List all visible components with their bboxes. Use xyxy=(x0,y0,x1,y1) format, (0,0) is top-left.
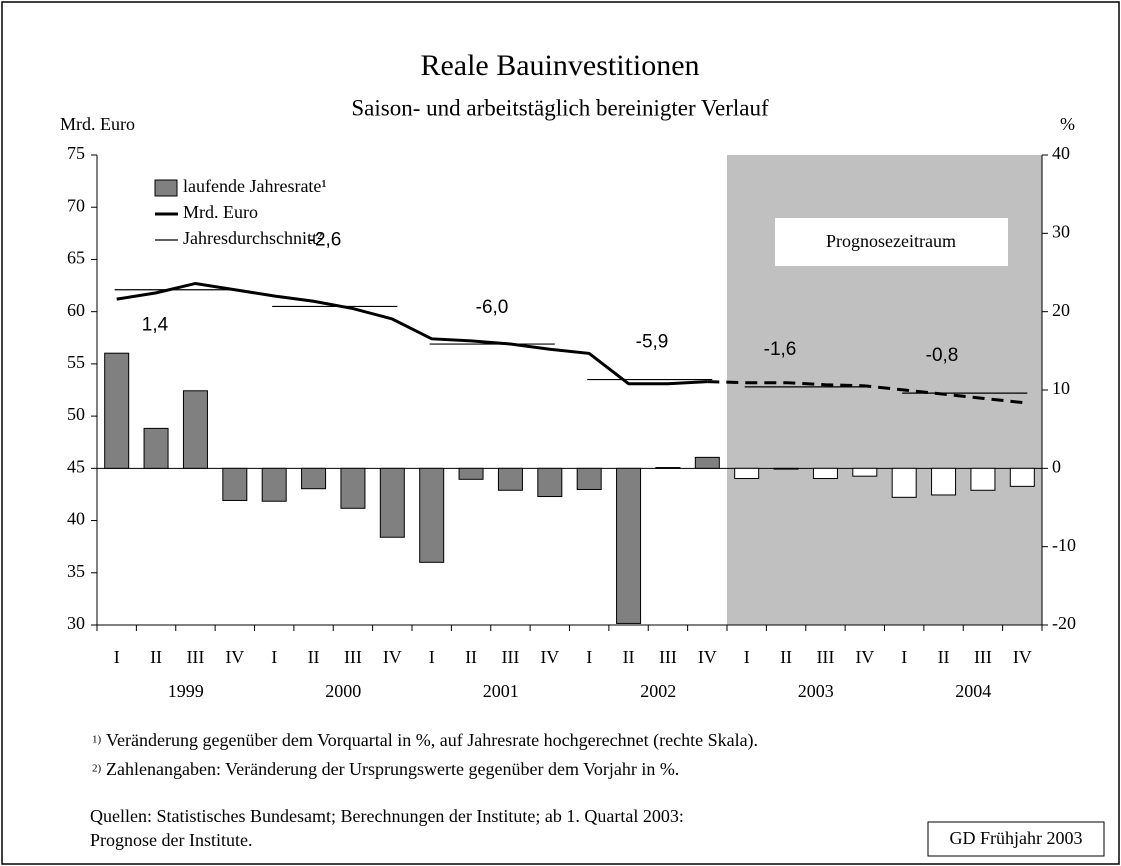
bar xyxy=(576,467,602,490)
x-tick-label: I xyxy=(901,647,907,667)
bar xyxy=(852,467,878,477)
legend-label: laufende Jahresrate¹ xyxy=(183,176,327,196)
y-tick-label: 35 xyxy=(67,561,85,581)
chart-title: Reale Bauinvestitionen xyxy=(420,49,699,82)
x-tick-label: III xyxy=(501,647,519,667)
bar xyxy=(891,467,917,498)
bar xyxy=(616,467,642,624)
x-tick-label: II xyxy=(780,647,792,667)
x-tick-label: III xyxy=(344,647,362,667)
source: Prognose der Institute. xyxy=(90,830,252,850)
badge-box xyxy=(927,821,1105,857)
bar xyxy=(419,467,445,563)
annual-change-label: -6,0 xyxy=(476,297,509,318)
year-label: 1999 xyxy=(168,681,204,701)
bar xyxy=(537,467,563,498)
bar xyxy=(734,467,760,480)
y-tick-label: 30 xyxy=(67,613,85,633)
x-tick-label: I xyxy=(271,647,277,667)
bar xyxy=(1009,467,1035,487)
y-tick-label: 75 xyxy=(67,143,85,163)
y2-tick-label: 10 xyxy=(1052,378,1070,398)
y-tick-label: 40 xyxy=(67,509,85,529)
y-axis-label: Mrd. Euro xyxy=(60,114,135,134)
x-tick-label: IV xyxy=(225,647,244,667)
bar xyxy=(340,467,366,509)
bar xyxy=(931,467,957,496)
x-tick-label: I xyxy=(114,647,120,667)
x-tick-label: IV xyxy=(1013,647,1032,667)
y-tick-label: 65 xyxy=(67,248,85,268)
annual-change-label: 1,4 xyxy=(142,315,169,336)
legend-label: Mrd. Euro xyxy=(183,202,258,222)
x-tick-label: IV xyxy=(855,647,874,667)
x-tick-label: I xyxy=(429,647,435,667)
bar xyxy=(694,456,720,469)
y2-tick-label: 20 xyxy=(1052,300,1070,320)
bar xyxy=(222,467,248,501)
bar xyxy=(182,390,208,469)
bar xyxy=(261,467,287,502)
x-tick-label: III xyxy=(816,647,834,667)
annual-change-label: -2,6 xyxy=(309,229,342,250)
year-label: 2004 xyxy=(955,681,991,701)
chart-subtitle: Saison- und arbeitstäglich bereinigter V… xyxy=(351,95,769,120)
y2-tick-label: 40 xyxy=(1052,143,1070,163)
x-tick-label: II xyxy=(465,647,477,667)
y-tick-label: 60 xyxy=(67,300,85,320)
bar xyxy=(301,467,327,490)
legend-label: Jahresdurchschnitt² xyxy=(183,228,322,248)
bar xyxy=(104,352,130,469)
year-label: 2000 xyxy=(325,681,361,701)
line xyxy=(116,281,708,386)
x-tick-label: IV xyxy=(383,647,402,667)
footnote: Veränderung gegenüber dem Vorquartal in … xyxy=(106,730,758,751)
year-label: 2003 xyxy=(798,681,834,701)
source: Quellen: Statistisches Bundesamt; Berech… xyxy=(90,806,684,826)
forecast-line xyxy=(707,380,1023,405)
x-tick-label: II xyxy=(938,647,950,667)
y2-tick-label: 30 xyxy=(1052,221,1070,241)
y-tick-label: 45 xyxy=(67,456,85,476)
x-tick-label: II xyxy=(150,647,162,667)
x-tick-label: III xyxy=(974,647,992,667)
annual-change-label: -5,9 xyxy=(636,332,669,353)
y2-tick-label: 0 xyxy=(1052,456,1061,476)
badge: GD Frühjahr 2003 xyxy=(950,828,1083,848)
bar xyxy=(379,467,405,538)
y-tick-label: 55 xyxy=(67,352,85,372)
x-tick-label: I xyxy=(586,647,592,667)
year-label: 2002 xyxy=(640,681,676,701)
bar xyxy=(655,467,681,469)
bar xyxy=(812,467,838,480)
x-tick-label: III xyxy=(659,647,677,667)
bar xyxy=(497,467,523,491)
annual-change-label: -0,8 xyxy=(926,345,959,366)
x-tick-label: II xyxy=(308,647,320,667)
bar xyxy=(773,467,799,470)
forecast-label: Prognosezeitraum xyxy=(826,231,956,251)
year-label: 2001 xyxy=(483,681,519,701)
footnote: Zahlenangaben: Veränderung der Ursprungs… xyxy=(106,759,679,779)
y-tick-label: 70 xyxy=(67,195,85,215)
y-tick-label: 50 xyxy=(67,404,85,424)
x-tick-label: II xyxy=(623,647,635,667)
legend-swatch xyxy=(154,179,178,197)
bar xyxy=(458,467,484,480)
annual-change-label: -1,6 xyxy=(764,339,797,360)
x-tick-label: I xyxy=(744,647,750,667)
x-tick-label: III xyxy=(186,647,204,667)
y2-tick-label: -10 xyxy=(1052,535,1076,555)
footnote-marker: 1) xyxy=(92,734,102,746)
bar xyxy=(970,467,996,491)
x-tick-label: IV xyxy=(698,647,717,667)
y2-axis-label: % xyxy=(1060,114,1075,134)
bar xyxy=(143,427,169,469)
x-tick-label: IV xyxy=(540,647,559,667)
forecast-label-box xyxy=(775,218,1008,266)
footnote-marker: 2) xyxy=(92,763,102,775)
y2-tick-label: -20 xyxy=(1052,613,1076,633)
